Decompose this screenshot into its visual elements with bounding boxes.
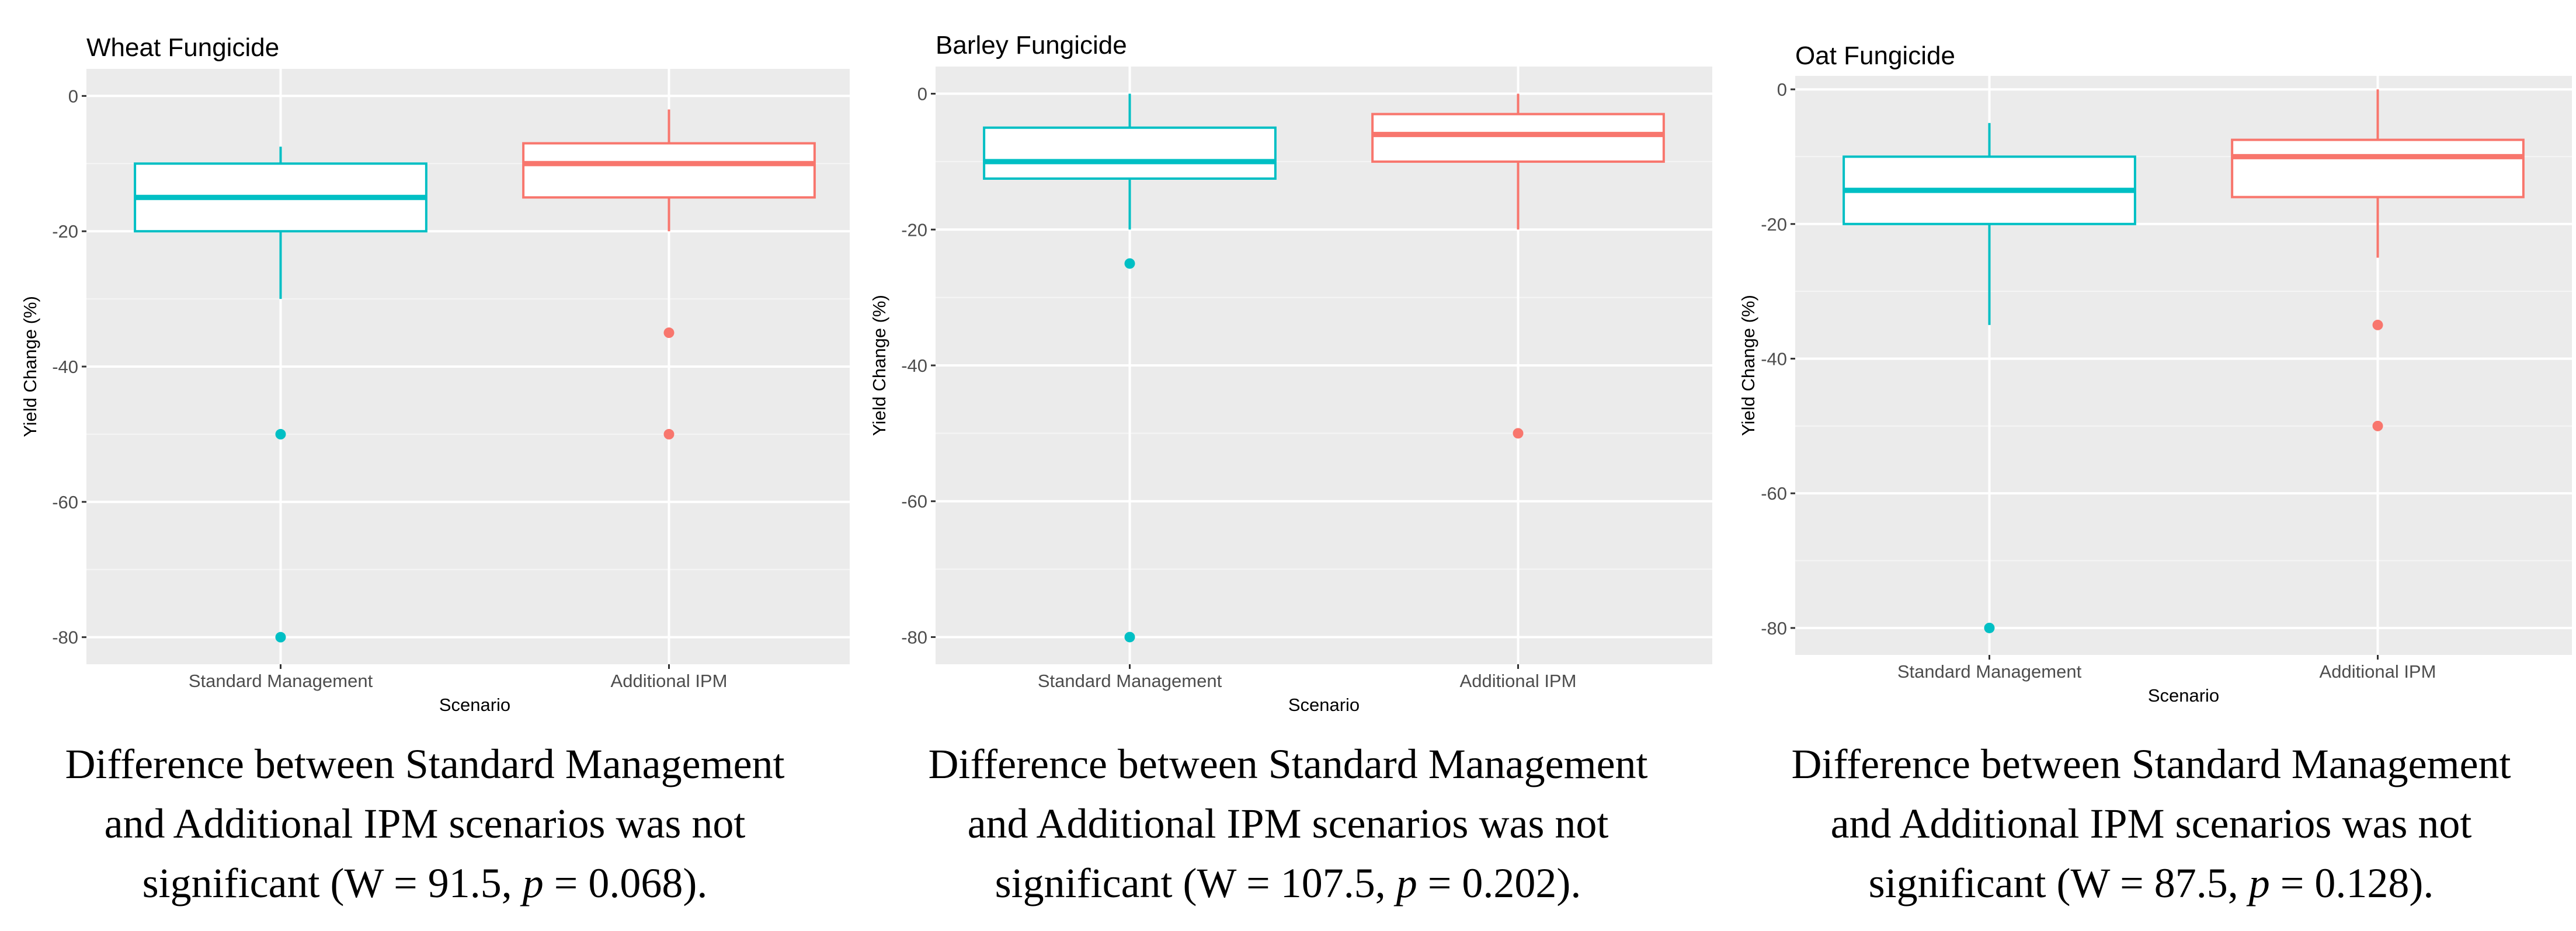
outlier-point <box>1984 622 1995 633</box>
box-standard-management <box>983 93 1277 643</box>
oat-fungicide-caption: Difference between Standard Management a… <box>1726 734 2576 913</box>
y-tick-label: -40 <box>901 355 927 376</box>
caption-p-symbol: p <box>1396 860 1417 906</box>
y-tick-label: -40 <box>1761 348 1787 369</box>
wheat-fungicide-panel: 0 -20 -40 -60 -80 Standard Management Addition… <box>0 0 850 931</box>
outlier-point <box>663 428 675 440</box>
box-additional-ipm <box>522 109 816 440</box>
wheat-fungicide-caption: Difference between Standard Management a… <box>0 734 850 913</box>
box-iqr <box>2231 138 2525 198</box>
box-iqr <box>522 142 816 199</box>
x-axis-label: Scenario <box>1288 695 1360 715</box>
plot-title: Oat Fungicide <box>1795 41 1955 70</box>
y-tick-label: -20 <box>52 221 78 242</box>
y-tick-label: 0 <box>917 84 927 104</box>
caption-line-1: Difference between Standard Management <box>1791 741 2511 787</box>
x-axis-label: Scenario <box>2148 685 2219 706</box>
box-iqr <box>983 126 1277 180</box>
y-tick-label: -20 <box>1761 214 1787 235</box>
y-tick-label: 0 <box>1777 79 1787 100</box>
y-tick-label: -20 <box>901 219 927 240</box>
caption-line-3: significant (W = 87.5, p = 0.128). <box>1726 853 2576 913</box>
x-axis-label: Scenario <box>439 695 510 715</box>
outlier-point <box>1513 428 1524 439</box>
box-additional-ipm <box>1371 93 1665 439</box>
x-tick-label: Standard Management <box>1038 671 1222 691</box>
outlier-point <box>2372 319 2383 330</box>
x-tick-label: Additional IPM <box>2320 661 2436 682</box>
outlier-point <box>1124 632 1135 643</box>
y-tick-label: -60 <box>901 491 927 512</box>
x-tick-label: Additional IPM <box>611 671 728 691</box>
outlier-point <box>1124 258 1135 269</box>
caption-line-2: and Additional IPM scenarios was not <box>104 800 746 847</box>
y-axis-label: Yield Change (%) <box>1738 295 1758 436</box>
caption-line-3-post: = 0.068). <box>554 860 708 906</box>
outlier-point <box>663 327 675 339</box>
x-tick-label: Standard Management <box>189 671 373 691</box>
caption-line-3-post: = 0.128). <box>2280 860 2434 906</box>
caption-line-2: and Additional IPM scenarios was not <box>1830 800 2472 847</box>
y-tick-label: -80 <box>1761 618 1787 639</box>
plot-title: Barley Fungicide <box>936 31 1127 60</box>
box-additional-ipm <box>2231 89 2525 431</box>
caption-line-3-pre: significant (W = 107.5, <box>995 860 1386 906</box>
caption-line-3: significant (W = 91.5, p = 0.068). <box>0 853 850 913</box>
wheat-fungicide-boxplot: 0 -20 -40 -60 -80 Standard Management Addition… <box>20 33 850 715</box>
x-tick-label: Standard Management <box>1897 661 2082 682</box>
box-iqr <box>1371 113 1665 163</box>
outlier-point <box>275 428 286 440</box>
y-axis-label: Yield Change (%) <box>20 296 40 437</box>
caption-line-3: significant (W = 107.5, p = 0.202). <box>863 853 1713 913</box>
caption-line-2: and Additional IPM scenarios was not <box>967 800 1609 847</box>
caption-line-3-pre: significant (W = 87.5, <box>1868 860 2238 906</box>
caption-p-symbol: p <box>2248 860 2270 906</box>
y-axis-label: Yield Change (%) <box>869 295 889 436</box>
y-tick-label: 0 <box>68 86 78 106</box>
barley-fungicide-boxplot: 0 -20 -40 -60 -80 Standard Management Addition… <box>869 31 1712 715</box>
barley-fungicide-caption: Difference between Standard Management a… <box>863 734 1713 913</box>
caption-line-1: Difference between Standard Management <box>928 741 1648 787</box>
caption-line-3-post: = 0.202). <box>1427 860 1581 906</box>
caption-line-1: Difference between Standard Management <box>65 741 785 787</box>
box-standard-management <box>1843 123 2136 633</box>
outlier-point <box>2372 420 2383 431</box>
y-tick-label: -80 <box>901 627 927 647</box>
oat-fungicide-panel: 0 -20 -40 -60 -80 Standard Management Addition… <box>1726 0 2576 931</box>
caption-p-symbol: p <box>522 860 544 906</box>
y-tick-label: -40 <box>52 357 78 377</box>
outlier-point <box>275 632 286 643</box>
y-tick-label: -60 <box>52 492 78 512</box>
plot-title: Wheat Fungicide <box>86 33 279 62</box>
barley-fungicide-panel: 0 -20 -40 -60 -80 Standard Management Addition… <box>863 0 1713 931</box>
oat-fungicide-boxplot: 0 -20 -40 -60 -80 Standard Management Addition… <box>1738 41 2572 706</box>
caption-line-3-pre: significant (W = 91.5, <box>142 860 512 906</box>
y-tick-label: -60 <box>1761 483 1787 504</box>
box-standard-management <box>134 147 427 643</box>
x-tick-label: Additional IPM <box>1460 671 1577 691</box>
y-tick-label: -80 <box>52 627 78 648</box>
